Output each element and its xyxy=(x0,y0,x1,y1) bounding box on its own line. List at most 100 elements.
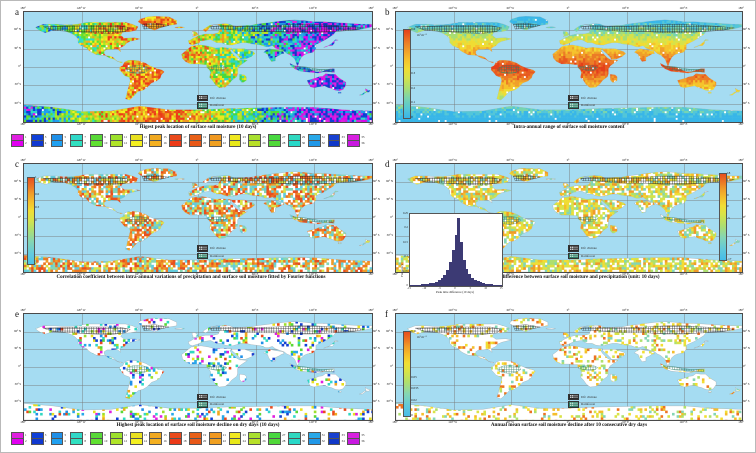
legend-class-cell: 20 xyxy=(189,437,208,445)
legend-class-number: 3 xyxy=(45,135,50,139)
legend-class-number: 2 xyxy=(25,141,30,145)
histogram-x-tick: -5 xyxy=(438,286,440,290)
histogram-bar xyxy=(435,281,438,286)
legend-item-label: Dfc climate xyxy=(210,96,226,100)
colorbar-gradient xyxy=(403,331,411,417)
lon-tick-bottom: 120° W xyxy=(77,122,86,126)
lon-tick-bottom: 180° xyxy=(738,272,744,276)
colorbar-tick-label: 0.6 xyxy=(35,192,39,196)
legend-class-cell: 20 xyxy=(189,139,208,147)
legend-class-swatch xyxy=(30,437,44,445)
lon-tick-bottom: 60° W xyxy=(507,272,515,276)
legend-class-number: 27 xyxy=(282,135,287,139)
lon-tick-bottom: 60° W xyxy=(507,420,515,424)
lon-tick-top: 120° E xyxy=(309,6,317,10)
graticule-line xyxy=(314,314,315,420)
legend-class-number: 11 xyxy=(124,433,129,437)
colorbar-tick-label: -17 xyxy=(727,257,731,261)
legend-class-swatch xyxy=(189,437,202,445)
lon-tick-top: 120° W xyxy=(448,6,457,10)
graticule-line xyxy=(24,236,372,237)
histogram-y-tick: 0.05 xyxy=(403,269,408,273)
legend-column: 21 22 xyxy=(208,133,228,147)
lon-tick-top: 60° W xyxy=(507,308,515,312)
lon-tick-top: 60° W xyxy=(507,6,515,10)
lon-tick-bottom: 120° E xyxy=(309,272,317,276)
legend-class-number: 20 xyxy=(203,141,208,145)
legend-item: Dfc climate xyxy=(197,245,226,252)
legend-class-cell: 36 xyxy=(347,437,366,445)
legend-class-number: 5 xyxy=(65,135,70,139)
lat-tick-right: 60° N xyxy=(743,179,750,183)
colorbar-tick-label: 1 xyxy=(35,175,37,179)
histogram-bar xyxy=(410,284,413,286)
lon-tick-bottom: 60° E xyxy=(252,122,259,126)
histogram-bar xyxy=(462,259,466,286)
legend-item-label: Rainforest xyxy=(581,103,595,107)
legend-column: 31 32 xyxy=(307,133,327,147)
panel-letter-e: e xyxy=(15,309,19,319)
legend-class-number: 2 xyxy=(25,439,30,443)
lat-tick-right: 60° N xyxy=(373,329,380,333)
legend-item-label: Dfc climate xyxy=(210,246,226,250)
lat-tick-left: 30° N xyxy=(386,197,393,201)
lon-tick-bottom: 0° xyxy=(196,272,199,276)
graticule-line xyxy=(396,30,742,32)
lon-tick-top: 0° xyxy=(196,158,199,162)
graticule-line xyxy=(569,314,570,420)
legend-class-swatch xyxy=(109,139,123,147)
lat-tick-left: 30° S xyxy=(387,233,393,237)
legend-class-number: 4 xyxy=(45,439,50,443)
histogram-bar xyxy=(493,284,497,286)
legend-column: 25 26 xyxy=(248,431,267,445)
legend-class-number: 21 xyxy=(223,135,228,139)
map-frame xyxy=(395,313,743,421)
dfc-hatch-swatch xyxy=(197,393,208,401)
lon-tick-bottom: 120° E xyxy=(679,420,687,424)
legend-class-cell: 32 xyxy=(307,139,327,147)
legend-class-cell: 8 xyxy=(70,139,89,147)
legend-class-number: 16 xyxy=(163,439,168,443)
lat-tick-right: 0° xyxy=(373,364,376,368)
legend-class-number: 3 xyxy=(45,433,50,437)
legend-class-number: 26 xyxy=(262,141,267,145)
lat-tick-right: 30° S xyxy=(743,233,749,237)
lat-tick-left: 60° S xyxy=(387,251,393,255)
lat-tick-right: 60° N xyxy=(373,27,380,31)
lon-tick-bottom: 0° xyxy=(567,122,570,126)
legend-class-number: 12 xyxy=(124,141,129,145)
legend-class-number: 19 xyxy=(203,135,208,139)
histogram-y-tick: 0.1 xyxy=(404,254,408,258)
lon-tick-bottom: 180° xyxy=(738,420,744,424)
lon-tick-bottom: 60° W xyxy=(135,420,143,424)
lon-tick-top: 180° xyxy=(738,6,744,10)
histogram-bar xyxy=(448,262,452,286)
lon-tick-top: 60° E xyxy=(622,308,629,312)
legend-column: 17 18 xyxy=(169,431,188,445)
lon-tick-bottom: 180° xyxy=(368,420,374,424)
panel-caption-c: Correlation coefficient between intra-an… xyxy=(1,274,381,281)
legend-class-cell: 8 xyxy=(70,437,89,445)
map-inline-legend: Dfc climate Rainforest xyxy=(197,245,226,260)
legend-class-number: 34 xyxy=(341,141,346,145)
lat-tick-right: 0° xyxy=(743,64,746,68)
lat-tick-left: 0° xyxy=(18,364,21,368)
lon-tick-top: 0° xyxy=(196,308,199,312)
lat-tick-left: 30° N xyxy=(14,197,21,201)
legend-class-number: 28 xyxy=(282,439,287,443)
legend-class-number: 16 xyxy=(163,141,168,145)
lat-tick-left: 0° xyxy=(390,364,393,368)
legend-class-cell: 6 xyxy=(50,437,70,445)
histogram-bar xyxy=(487,284,491,286)
legend-class-cell: 14 xyxy=(129,139,149,147)
colorbar-unit-label: m³ m⁻³ xyxy=(417,335,427,339)
legend-item: Rainforest xyxy=(568,401,597,408)
histogram-x-tick: 0 xyxy=(454,286,455,290)
lat-tick-right: 30° N xyxy=(743,346,750,350)
lon-tick-top: 0° xyxy=(196,6,199,10)
colorbar-tick-label: 9 xyxy=(727,193,729,197)
legend-item-label: Dfc climate xyxy=(581,395,597,399)
